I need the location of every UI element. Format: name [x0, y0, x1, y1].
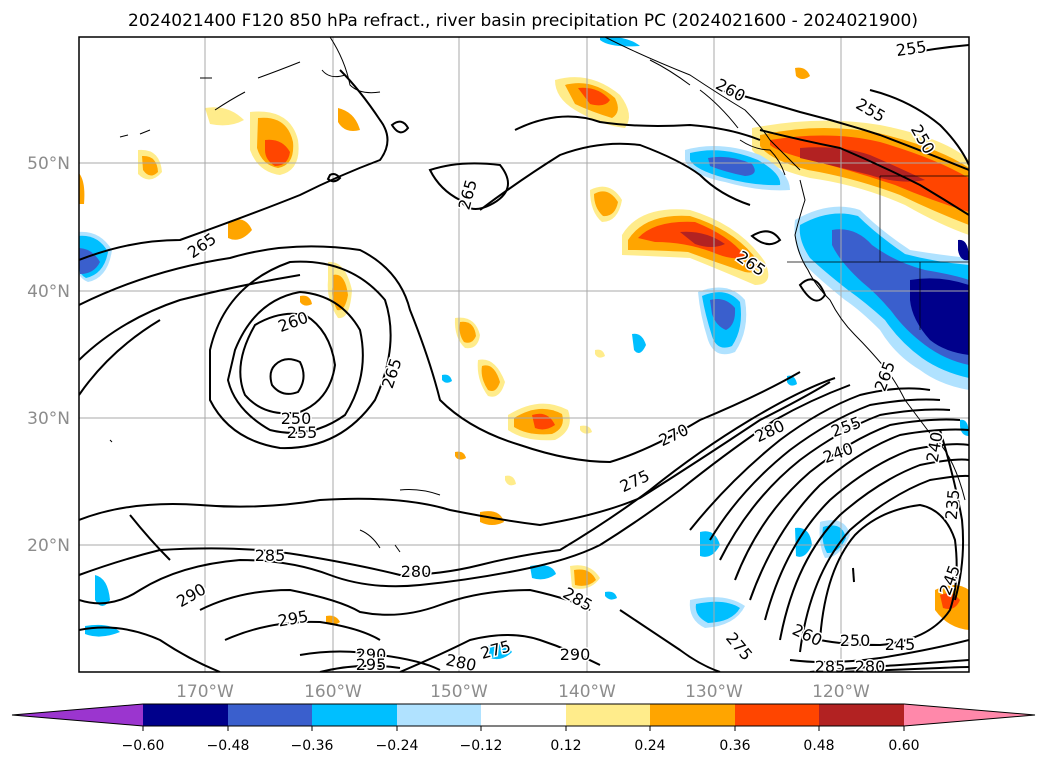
- negative-anomaly-west: [79, 231, 120, 637]
- colorbar-tick-label: 0.24: [634, 738, 665, 754]
- positive-anomaly-nw-pacific-2: [79, 107, 360, 319]
- lon-label: 160°W: [304, 682, 362, 702]
- map-panel: 255 260 255 250 265 265 265 260 265 250 …: [78, 36, 970, 678]
- colorbar-tick-label: 0.36: [719, 738, 750, 754]
- contour-label: 285: [255, 546, 286, 565]
- precipitation-shading: [79, 37, 969, 660]
- colorbar-bin: [650, 704, 735, 726]
- colorbar-tick-label: −0.48: [207, 738, 250, 754]
- contour-label: 250: [840, 631, 871, 650]
- colorbar-extend-low: [12, 704, 143, 726]
- contour-label: 295: [356, 655, 387, 674]
- refractivity-contours: [79, 44, 969, 672]
- lat-label: 50°N: [27, 154, 70, 174]
- colorbar-bin: [228, 704, 312, 726]
- positive-anomaly-nw-pacific-1: [250, 111, 299, 175]
- figure-title: 2024021400 F120 850 hPa refract., river …: [128, 11, 918, 31]
- colorbar-bin: [143, 704, 228, 726]
- colorbar-bin: [566, 704, 650, 726]
- negative-anomaly-bc-coast: [600, 37, 790, 191]
- contour-label: 285: [815, 657, 846, 676]
- colorbar-bin: [819, 704, 904, 726]
- lon-label: 130°W: [685, 682, 743, 702]
- contour-label: 290: [560, 645, 591, 664]
- colorbar-bin: [735, 704, 819, 726]
- colorbar-tick-label: −0.12: [460, 738, 503, 754]
- map-frame: [78, 36, 970, 673]
- colorbar-tick-label: −0.36: [291, 738, 334, 754]
- colorbar-tick-label: −0.24: [376, 738, 419, 754]
- lon-label: 150°W: [430, 682, 488, 702]
- lat-label: 30°N: [27, 409, 70, 429]
- gridlines: [79, 37, 969, 672]
- contour-label: 245: [885, 635, 916, 654]
- colorbar-tick-label: −0.60: [122, 738, 165, 754]
- colorbar-bin: [397, 704, 481, 726]
- negative-anomaly-subtropics: [488, 419, 969, 660]
- positive-anomaly-gulf-alaska: [555, 67, 810, 128]
- latitude-labels: 50°N 40°N 30°N 20°N: [27, 154, 70, 556]
- colorbar-tick-label: 0.48: [803, 738, 834, 754]
- colorbar-bin: [312, 704, 397, 726]
- colorbar-extend-high: [904, 704, 1035, 726]
- colorbar-tick-label: 0.12: [550, 738, 581, 754]
- lat-label: 20°N: [27, 536, 70, 556]
- coastlines-and-borders: [109, 37, 969, 553]
- colorbar: −0.60 −0.48 −0.36 −0.24 −0.12 0.12 0.24 …: [11, 703, 1036, 754]
- contour-label: 235: [942, 488, 964, 520]
- negative-anomaly-california: [794, 206, 969, 390]
- positive-anomaly-offshore-band: [590, 186, 769, 285]
- lon-label: 120°W: [812, 682, 870, 702]
- contour-label: 255: [287, 423, 318, 442]
- contour-label: 290: [356, 645, 387, 664]
- lon-label: 140°W: [558, 682, 616, 702]
- colorbar-bin: [481, 704, 566, 726]
- lat-label: 40°N: [27, 282, 70, 302]
- colorbar-tick-label: 0.60: [888, 738, 919, 754]
- contour-label: 250: [281, 409, 312, 428]
- longitude-labels: 170°W 160°W 150°W 140°W 130°W 120°W: [176, 682, 870, 702]
- lon-label: 170°W: [176, 682, 234, 702]
- contour-label: 280: [401, 562, 432, 581]
- contour-label: 280: [855, 657, 886, 676]
